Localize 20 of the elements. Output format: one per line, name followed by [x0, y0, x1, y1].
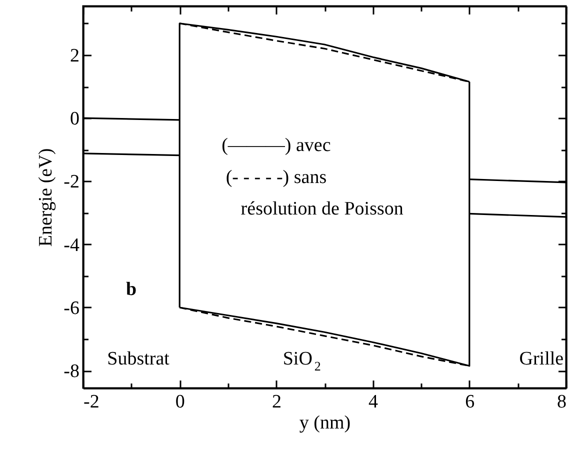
y-tick-label: -8 [64, 361, 80, 382]
y-tick-label: 2 [70, 45, 80, 66]
x-tick-label: 6 [465, 392, 475, 412]
annotation: (- - - - -) sans [226, 166, 327, 188]
y-tick-label: -2 [64, 172, 80, 193]
x-tick-label: -2 [84, 392, 100, 412]
x-axis-title: y (nm) [299, 412, 351, 434]
x-tick-label: 0 [175, 392, 185, 412]
x-tick-label: 4 [368, 392, 379, 412]
annotation: (———) avec [222, 135, 331, 156]
x-tick-label: 8 [557, 392, 566, 412]
y-tick-label: -6 [64, 298, 80, 319]
x-tick-label: 2 [272, 392, 282, 412]
y-axis-title: Energie (eV) [36, 148, 57, 247]
annotation: Grille [519, 348, 564, 370]
annotation: b [126, 278, 137, 300]
annotation: Substrat [107, 348, 170, 370]
annotation: résolution de Poisson [240, 198, 404, 220]
y-tick-label: 0 [70, 108, 80, 130]
y-tick-label: -4 [64, 234, 80, 256]
